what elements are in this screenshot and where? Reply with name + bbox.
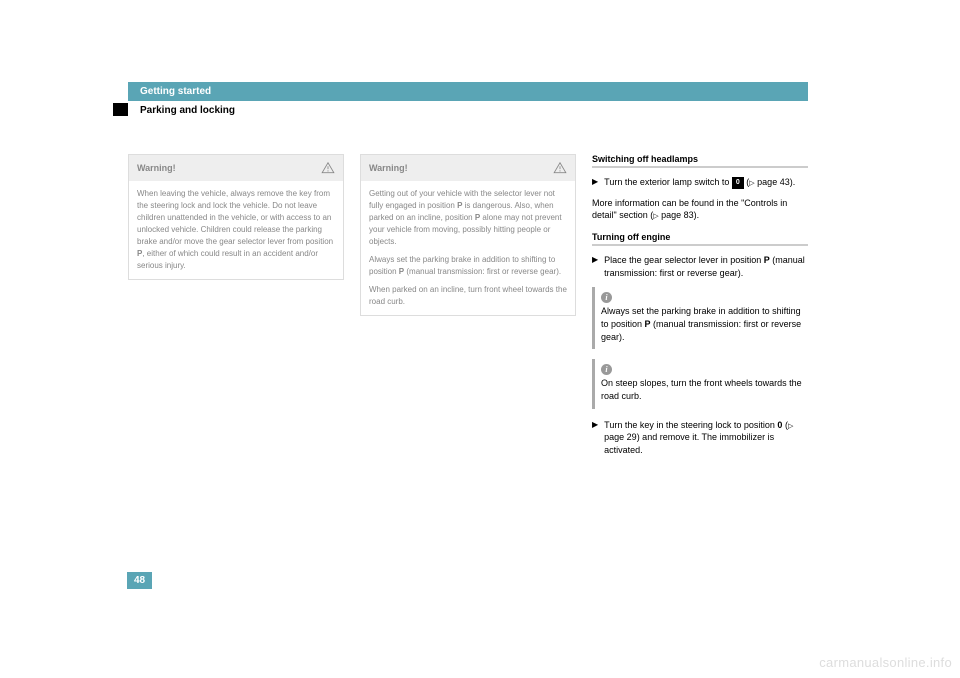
warning-text: When parked on an incline, turn front wh… bbox=[369, 284, 567, 308]
info-text: On steep slopes, turn the front wheels t… bbox=[601, 377, 802, 402]
warning-text: Always set the parking brake in addition… bbox=[369, 254, 567, 278]
manual-page: Getting started Parking and locking Warn… bbox=[128, 82, 808, 592]
info-note: i On steep slopes, turn the front wheels… bbox=[592, 359, 808, 408]
instruction-text: Turn the exterior lamp switch to 0 (▷ pa… bbox=[604, 176, 795, 189]
warning-text: Getting out of your vehicle with the sel… bbox=[369, 188, 567, 248]
watermark: carmanualsonline.info bbox=[819, 655, 952, 670]
info-icon: i bbox=[601, 292, 612, 303]
section-heading: Switching off headlamps bbox=[592, 154, 808, 168]
instruction-text: Place the gear selector lever in positio… bbox=[604, 254, 808, 279]
bullet-marker-icon: ▶ bbox=[592, 176, 598, 189]
instruction-item: ▶ Turn the exterior lamp switch to 0 (▷ … bbox=[592, 176, 808, 189]
warning-box: Warning! Getting out of your vehicle wit… bbox=[360, 154, 576, 316]
warning-text: When leaving the vehicle, always remove … bbox=[137, 188, 335, 272]
warning-body: When leaving the vehicle, always remove … bbox=[129, 181, 343, 279]
info-text: Always set the parking brake in addition… bbox=[601, 305, 802, 343]
column-3: Switching off headlamps ▶ Turn the exter… bbox=[592, 154, 808, 465]
instruction-item: ▶ Turn the key in the steering lock to p… bbox=[592, 419, 808, 457]
warning-header: Warning! bbox=[361, 155, 575, 181]
info-note: i Always set the parking brake in additi… bbox=[592, 287, 808, 349]
column-2: Warning! Getting out of your vehicle wit… bbox=[360, 154, 576, 465]
warning-triangle-icon bbox=[553, 161, 567, 175]
content-columns: Warning! When leaving the vehicle, alway… bbox=[128, 154, 808, 465]
switch-position-badge: 0 bbox=[732, 177, 744, 189]
page-number: 48 bbox=[127, 572, 152, 589]
bullet-marker-icon: ▶ bbox=[592, 254, 598, 279]
chapter-title: Getting started bbox=[140, 86, 211, 97]
body-paragraph: More information can be found in the "Co… bbox=[592, 197, 808, 222]
column-1: Warning! When leaving the vehicle, alway… bbox=[128, 154, 344, 465]
warning-body: Getting out of your vehicle with the sel… bbox=[361, 181, 575, 315]
warning-label: Warning! bbox=[137, 163, 176, 173]
section-title: Parking and locking bbox=[140, 105, 235, 116]
instruction-text: Turn the key in the steering lock to pos… bbox=[604, 419, 808, 457]
bullet-marker-icon: ▶ bbox=[592, 419, 598, 457]
warning-label: Warning! bbox=[369, 163, 408, 173]
chapter-header: Getting started bbox=[128, 82, 808, 101]
warning-header: Warning! bbox=[129, 155, 343, 181]
section-subheader: Parking and locking bbox=[128, 101, 808, 126]
instruction-item: ▶ Place the gear selector lever in posit… bbox=[592, 254, 808, 279]
warning-box: Warning! When leaving the vehicle, alway… bbox=[128, 154, 344, 280]
warning-triangle-icon bbox=[321, 161, 335, 175]
section-heading: Turning off engine bbox=[592, 232, 808, 246]
info-icon: i bbox=[601, 364, 612, 375]
edge-marker bbox=[113, 103, 128, 116]
